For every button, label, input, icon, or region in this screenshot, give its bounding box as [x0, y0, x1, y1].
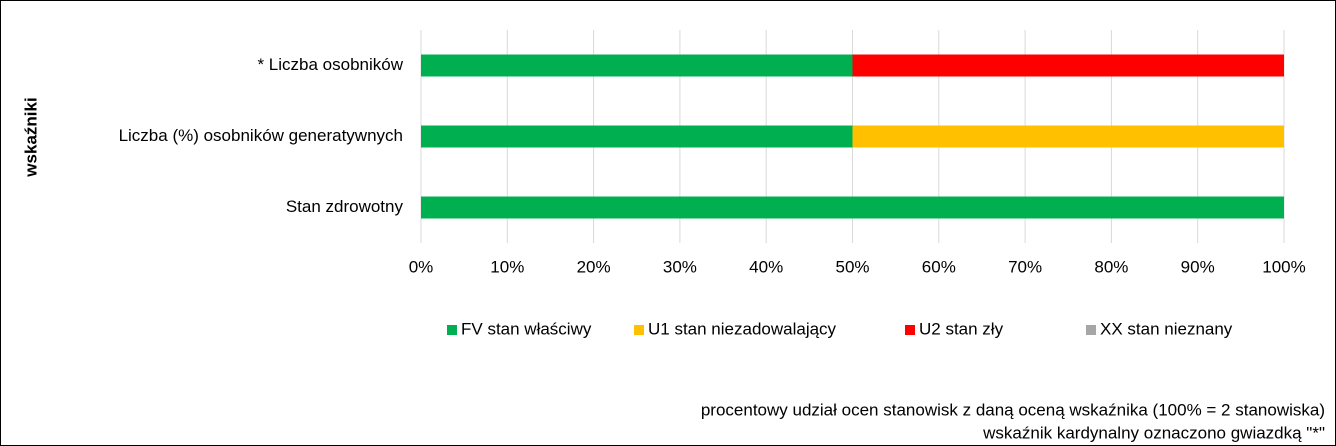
y-axis-label: wskaźniki — [21, 97, 40, 177]
x-tick-label: 30% — [663, 257, 697, 276]
note: procentowy udział ocen stanowisk z daną … — [701, 400, 1325, 419]
legend-swatch — [447, 325, 457, 335]
legend-label: U2 stan zły — [919, 319, 1004, 338]
bar-segment — [852, 125, 1284, 148]
x-tick-label: 50% — [835, 257, 869, 276]
legend-swatch — [905, 325, 915, 335]
y-tick-label: Stan zdrowotny — [286, 197, 404, 216]
x-tick-label: 20% — [577, 257, 611, 276]
x-tick-label: 100% — [1262, 257, 1305, 276]
legend-label: U1 stan niezadowalający — [648, 319, 837, 338]
note: wskaźnik kardynalny oznaczono gwiazdką "… — [982, 423, 1325, 442]
y-tick-label: * Liczba osobników — [257, 55, 403, 74]
x-tick-label: 70% — [1008, 257, 1042, 276]
x-tick-label: 40% — [749, 257, 783, 276]
x-tick-label: 60% — [922, 257, 956, 276]
x-tick-label: 0% — [409, 257, 434, 276]
legend-label: FV stan właściwy — [461, 319, 592, 338]
x-tick-label: 10% — [490, 257, 524, 276]
x-tick-label: 90% — [1181, 257, 1215, 276]
legend-label: XX stan nieznany — [1100, 319, 1233, 338]
bar-segment — [421, 54, 853, 77]
legend-swatch — [1086, 325, 1096, 335]
bar-segment — [852, 54, 1284, 77]
legend-swatch — [634, 325, 644, 335]
y-tick-label: Liczba (%) osobników generatywnych — [119, 126, 403, 145]
bar-segment — [421, 125, 853, 148]
bar-segment — [421, 196, 1284, 219]
x-tick-label: 80% — [1094, 257, 1128, 276]
